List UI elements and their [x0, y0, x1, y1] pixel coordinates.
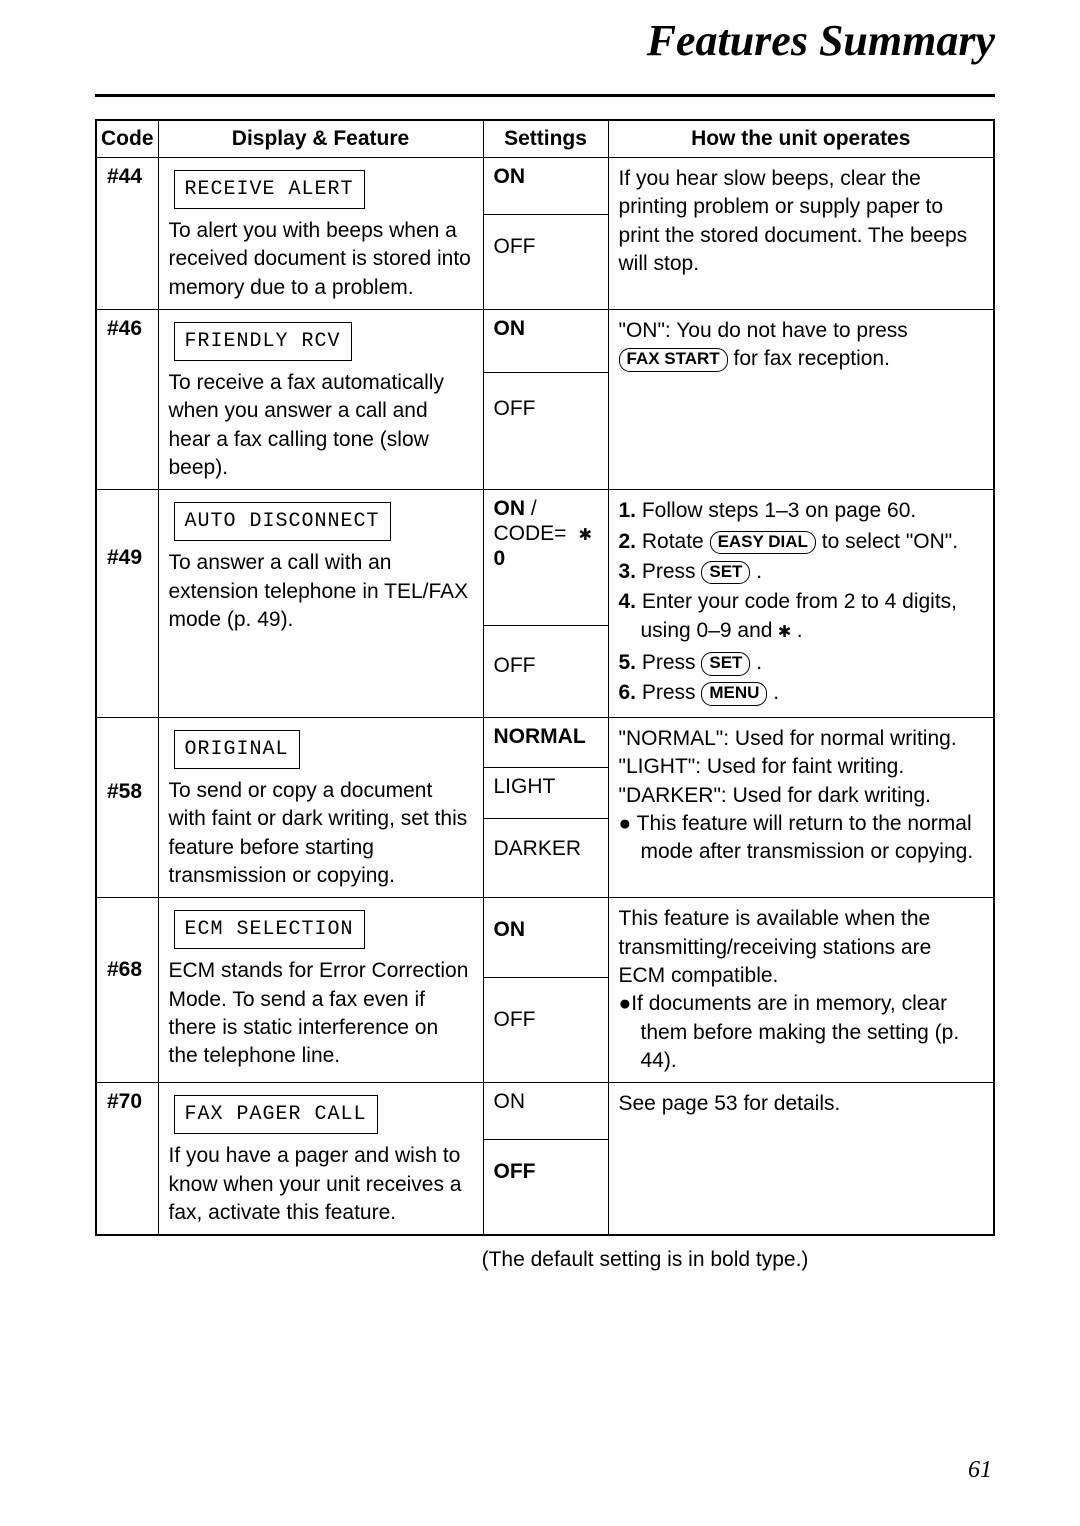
feature-desc: To send or copy a document with faint or…	[169, 779, 468, 887]
step-text: .	[767, 681, 779, 704]
setting-off: OFF	[483, 215, 608, 310]
operates-cell: 1. Follow steps 1–3 on page 60. 2. Rotat…	[608, 490, 994, 717]
col-header-feature: Display & Feature	[158, 120, 483, 158]
step-num: 6.	[619, 681, 637, 704]
on-label: ON	[494, 497, 526, 520]
code-cell: #68	[96, 898, 158, 1083]
feature-cell: FRIENDLY RCV To receive a fax automatica…	[158, 310, 483, 490]
page-title: Features Summary	[95, 15, 995, 72]
feature-desc: To alert you with beeps when a received …	[169, 219, 471, 299]
operates-cell: This feature is available when the trans…	[608, 898, 994, 1083]
setting-normal: NORMAL	[483, 717, 608, 768]
op-text: This feature is available when the trans…	[619, 907, 932, 987]
code-zero: 0	[494, 547, 506, 570]
setting-light: LIGHT	[483, 768, 608, 819]
step-text: Follow steps 1–3 on page 60.	[636, 499, 916, 522]
step-num: 3.	[619, 560, 637, 583]
table-row: #70 FAX PAGER CALL If you have a pager a…	[96, 1083, 994, 1140]
code-cell: #58	[96, 717, 158, 897]
setting-on: ON	[483, 1083, 608, 1140]
col-header-operates: How the unit operates	[608, 120, 994, 158]
code-cell: #70	[96, 1083, 158, 1236]
code-cell: #49	[96, 490, 158, 717]
set-key-icon: SET	[701, 652, 750, 675]
feature-cell: ORIGINAL To send or copy a document with…	[158, 717, 483, 897]
operates-cell: "NORMAL": Used for normal writing. "LIGH…	[608, 717, 994, 897]
op-text: "DARKER": Used for dark writing.	[619, 784, 932, 807]
step-text: Press	[636, 681, 701, 704]
display-label: FRIENDLY RCV	[174, 322, 352, 361]
col-header-settings: Settings	[483, 120, 608, 158]
step-num: 2.	[619, 530, 637, 553]
step-text: Rotate	[636, 530, 710, 553]
feature-cell: RECEIVE ALERT To alert you with beeps wh…	[158, 158, 483, 310]
footnote-text: (The default setting is in bold type.)	[95, 1248, 995, 1272]
step-text: Press	[636, 651, 701, 674]
step-num: 5.	[619, 651, 637, 674]
op-bullet: ● This feature will return to the normal…	[619, 810, 984, 867]
op-text: "NORMAL": Used for normal writing.	[619, 727, 957, 750]
op-text: If documents are in memory, clear them b…	[631, 992, 959, 1072]
setting-off: OFF	[483, 372, 608, 490]
title-rule	[95, 94, 995, 97]
table-row: #58 ORIGINAL To send or copy a document …	[96, 717, 994, 768]
operates-cell: "ON": You do not have to press FAX START…	[608, 310, 994, 490]
feature-desc: To receive a fax automatically when you …	[169, 371, 444, 479]
col-header-code: Code	[96, 120, 158, 158]
step-text: to select "ON".	[816, 530, 958, 553]
table-row: #49 AUTO DISCONNECT To answer a call wit…	[96, 490, 994, 626]
fax-start-key-icon: FAX START	[619, 348, 728, 371]
menu-key-icon: MENU	[701, 682, 767, 705]
table-row: #46 FRIENDLY RCV To receive a fax automa…	[96, 310, 994, 373]
operates-cell: See page 53 for details.	[608, 1083, 994, 1236]
display-label: RECEIVE ALERT	[174, 170, 365, 209]
star-icon: ✱	[778, 621, 791, 644]
easy-dial-key-icon: EASY DIAL	[710, 531, 816, 554]
code-cell: #44	[96, 158, 158, 310]
setting-off: OFF	[483, 978, 608, 1083]
page-number: 61	[968, 1457, 992, 1484]
operates-cell: If you hear slow beeps, clear the printi…	[608, 158, 994, 310]
code-label: CODE=	[494, 522, 567, 545]
setting-on: ON	[483, 158, 608, 215]
op-bullet: ●If documents are in memory, clear them …	[619, 990, 984, 1075]
setting-on: ON / CODE= ✱ 0	[483, 490, 608, 626]
step-num: 1.	[619, 499, 637, 522]
feature-desc: ECM stands for Error Correction Mode. To…	[169, 959, 469, 1067]
feature-cell: ECM SELECTION ECM stands for Error Corre…	[158, 898, 483, 1083]
setting-off: OFF	[483, 626, 608, 718]
op-text: "LIGHT": Used for faint writing.	[619, 755, 905, 778]
step-text: Press	[636, 560, 701, 583]
feature-desc: To answer a call with an extension telep…	[169, 551, 469, 631]
step-text: .	[750, 560, 762, 583]
header-row: Code Display & Feature Settings How the …	[96, 120, 994, 158]
code-cell: #46	[96, 310, 158, 490]
setting-on: ON	[483, 898, 608, 978]
features-table: Code Display & Feature Settings How the …	[95, 119, 995, 1236]
set-key-icon: SET	[701, 561, 750, 584]
table-row: #44 RECEIVE ALERT To alert you with beep…	[96, 158, 994, 215]
op-text: for fax reception.	[734, 347, 890, 370]
table-row: #68 ECM SELECTION ECM stands for Error C…	[96, 898, 994, 978]
star-icon: ✱	[566, 524, 591, 547]
feature-cell: AUTO DISCONNECT To answer a call with an…	[158, 490, 483, 717]
setting-darker: DARKER	[483, 819, 608, 898]
feature-cell: FAX PAGER CALL If you have a pager and w…	[158, 1083, 483, 1236]
setting-on: ON	[483, 310, 608, 373]
display-label: ORIGINAL	[174, 730, 300, 769]
op-text: "ON": You do not have to press	[619, 319, 908, 342]
step-text: .	[750, 651, 762, 674]
setting-off: OFF	[483, 1140, 608, 1236]
display-label: AUTO DISCONNECT	[174, 502, 391, 541]
feature-desc: If you have a pager and wish to know whe…	[169, 1144, 462, 1224]
op-text: This feature will return to the normal m…	[637, 812, 974, 863]
step-num: 4.	[619, 590, 637, 613]
step-text: Enter your code from 2 to 4 digits, usin…	[636, 590, 957, 641]
display-label: ECM SELECTION	[174, 910, 365, 949]
display-label: FAX PAGER CALL	[174, 1095, 378, 1134]
